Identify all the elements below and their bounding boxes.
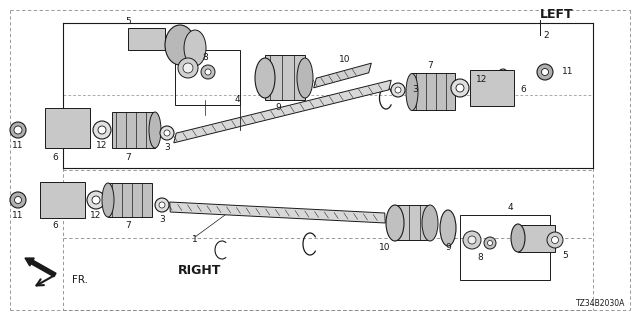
Text: 5: 5 xyxy=(562,251,568,260)
Bar xyxy=(460,215,550,280)
Circle shape xyxy=(488,241,493,245)
Text: 11: 11 xyxy=(12,140,24,149)
Polygon shape xyxy=(174,80,391,143)
Ellipse shape xyxy=(255,58,275,98)
Circle shape xyxy=(468,236,476,244)
Polygon shape xyxy=(108,183,152,217)
Text: 11: 11 xyxy=(12,211,24,220)
Text: 4: 4 xyxy=(235,95,241,105)
Polygon shape xyxy=(518,225,555,252)
Circle shape xyxy=(537,64,553,80)
Polygon shape xyxy=(112,112,155,148)
Circle shape xyxy=(456,84,464,92)
Text: 12: 12 xyxy=(90,211,102,220)
Circle shape xyxy=(155,198,169,212)
Text: LEFT: LEFT xyxy=(540,9,573,21)
Text: 2: 2 xyxy=(543,30,548,39)
Text: FR.: FR. xyxy=(72,275,88,285)
Circle shape xyxy=(98,126,106,134)
Ellipse shape xyxy=(102,183,114,217)
Ellipse shape xyxy=(511,224,525,252)
Text: 8: 8 xyxy=(477,253,483,262)
Polygon shape xyxy=(128,28,165,50)
Text: 9: 9 xyxy=(275,103,281,113)
Text: 5: 5 xyxy=(125,18,131,27)
Text: 11: 11 xyxy=(562,68,573,76)
Circle shape xyxy=(391,83,405,97)
Polygon shape xyxy=(395,205,430,240)
Polygon shape xyxy=(40,182,85,218)
Text: 6: 6 xyxy=(520,85,525,94)
Text: 12: 12 xyxy=(476,76,488,84)
Polygon shape xyxy=(45,108,90,148)
Circle shape xyxy=(201,65,215,79)
Polygon shape xyxy=(412,73,455,110)
Polygon shape xyxy=(170,202,385,223)
Circle shape xyxy=(15,196,22,204)
Text: 10: 10 xyxy=(380,244,391,252)
Polygon shape xyxy=(265,55,305,100)
Polygon shape xyxy=(470,70,514,106)
Circle shape xyxy=(14,126,22,134)
Text: 6: 6 xyxy=(52,220,58,229)
Circle shape xyxy=(463,231,481,249)
Circle shape xyxy=(164,130,170,136)
Ellipse shape xyxy=(165,25,195,65)
Circle shape xyxy=(205,69,211,75)
Text: 12: 12 xyxy=(96,140,108,149)
Text: 3: 3 xyxy=(159,215,165,225)
Circle shape xyxy=(178,58,198,78)
Circle shape xyxy=(395,87,401,93)
Text: 4: 4 xyxy=(507,204,513,212)
Ellipse shape xyxy=(149,112,161,148)
Text: 7: 7 xyxy=(125,153,131,162)
Polygon shape xyxy=(314,63,371,88)
Circle shape xyxy=(451,79,469,97)
FancyArrow shape xyxy=(25,258,56,277)
Text: 7: 7 xyxy=(427,60,433,69)
Circle shape xyxy=(10,192,26,208)
Ellipse shape xyxy=(184,30,206,66)
Ellipse shape xyxy=(386,205,404,241)
Circle shape xyxy=(541,68,548,76)
Text: 3: 3 xyxy=(412,85,418,94)
Circle shape xyxy=(552,236,559,244)
Text: 10: 10 xyxy=(339,55,351,65)
Circle shape xyxy=(159,202,165,208)
Text: RIGHT: RIGHT xyxy=(179,263,221,276)
Circle shape xyxy=(183,63,193,73)
Circle shape xyxy=(87,191,105,209)
Circle shape xyxy=(92,196,100,204)
Text: 1: 1 xyxy=(192,236,198,244)
Text: 8: 8 xyxy=(202,52,208,61)
Circle shape xyxy=(547,232,563,248)
Ellipse shape xyxy=(297,58,313,98)
Text: 9: 9 xyxy=(445,244,451,252)
Ellipse shape xyxy=(406,74,418,110)
Ellipse shape xyxy=(422,205,438,241)
Text: 6: 6 xyxy=(52,153,58,162)
Circle shape xyxy=(484,237,496,249)
Circle shape xyxy=(160,126,174,140)
Circle shape xyxy=(10,122,26,138)
Ellipse shape xyxy=(440,210,456,246)
Text: 7: 7 xyxy=(125,220,131,229)
Bar xyxy=(175,50,240,105)
Text: TZ34B2030A: TZ34B2030A xyxy=(575,299,625,308)
Text: 3: 3 xyxy=(164,143,170,153)
Circle shape xyxy=(93,121,111,139)
